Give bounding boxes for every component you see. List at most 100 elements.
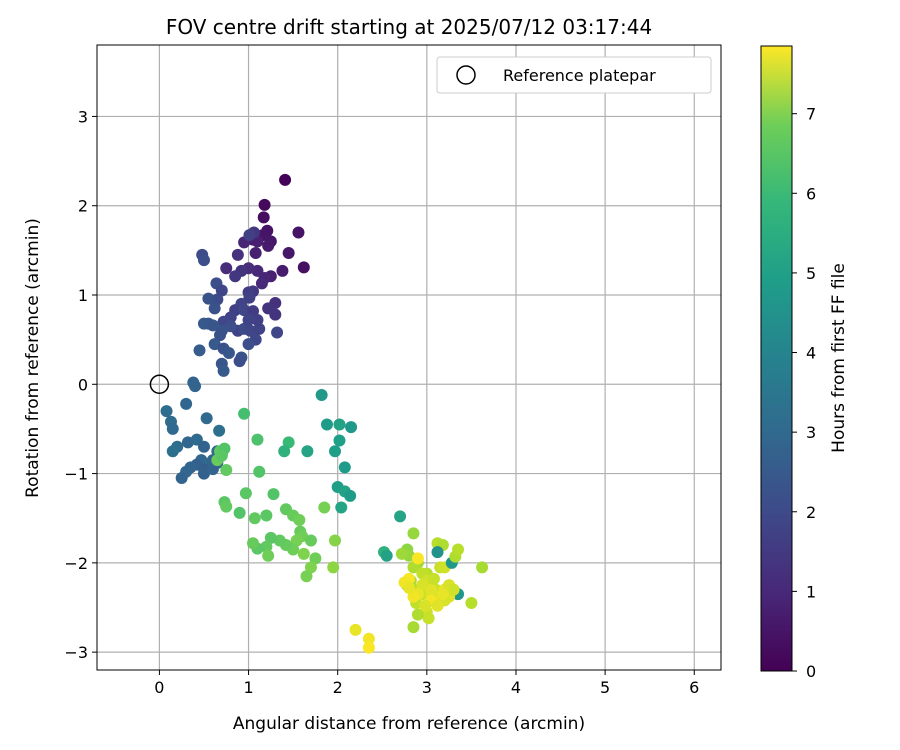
data-point — [425, 583, 438, 596]
y-tick-label: 3 — [78, 107, 88, 126]
reference-marker — [149, 374, 170, 395]
colorbar-gradient — [760, 45, 793, 672]
y-tick-label: 1 — [78, 286, 88, 305]
colorbar-label: Hours from first FF file — [829, 263, 849, 453]
data-point — [431, 599, 444, 612]
y-axis-ticks: −3 −2 −1 0 1 2 3 — [64, 107, 97, 662]
y-tick-label: −2 — [64, 554, 88, 573]
data-point — [419, 599, 432, 612]
data-point — [253, 465, 266, 478]
data-point — [253, 322, 266, 335]
data-point — [292, 226, 305, 239]
data-point — [251, 433, 264, 446]
colorbar-tick-label: 7 — [806, 105, 816, 124]
data-point — [276, 264, 289, 277]
colorbar-tick-label: 4 — [806, 344, 816, 363]
colorbar-tick-label: 5 — [806, 264, 816, 283]
data-point — [329, 445, 342, 458]
data-point — [279, 173, 292, 186]
colorbar-tick-label: 1 — [806, 582, 816, 601]
data-point — [220, 262, 233, 275]
data-point — [297, 261, 310, 274]
scatter-points — [160, 173, 489, 654]
data-point — [380, 549, 393, 562]
data-point — [166, 422, 179, 435]
data-point — [197, 317, 210, 330]
data-point — [422, 612, 435, 625]
y-tick-label: −1 — [64, 465, 88, 484]
colorbar-tick-label: 0 — [806, 662, 816, 681]
data-point — [238, 304, 251, 317]
data-point — [362, 632, 375, 645]
data-point — [239, 487, 252, 500]
data-point — [345, 421, 358, 434]
data-point — [262, 239, 275, 252]
data-point — [278, 445, 291, 458]
y-tick-label: −3 — [64, 643, 88, 662]
data-point — [193, 344, 206, 357]
plot-frame — [96, 44, 722, 671]
data-point — [258, 198, 271, 211]
data-point — [197, 467, 210, 480]
legend-marker — [456, 65, 476, 85]
x-tick-label: 3 — [422, 678, 432, 697]
data-point — [208, 338, 221, 351]
data-point — [349, 623, 362, 636]
data-point — [362, 641, 375, 654]
data-point — [309, 552, 322, 565]
x-tick-label: 6 — [689, 678, 699, 697]
data-point — [220, 500, 233, 513]
data-point — [407, 561, 420, 574]
x-tick-label: 2 — [333, 678, 343, 697]
data-point — [202, 292, 215, 305]
data-point — [304, 561, 317, 574]
data-point — [243, 229, 256, 242]
data-point — [215, 284, 228, 297]
colorbar-tick-label: 2 — [806, 503, 816, 522]
data-point — [344, 489, 357, 502]
data-point — [297, 547, 310, 560]
y-axis-label: Rotation from reference (arcmin) — [23, 218, 43, 498]
data-point — [260, 509, 273, 522]
grid-lines — [97, 45, 721, 670]
data-point — [320, 418, 333, 431]
data-point — [222, 347, 235, 360]
colorbar-ticks: 0 1 2 3 4 5 6 7 — [792, 105, 816, 681]
data-point — [248, 512, 261, 525]
data-point — [447, 583, 460, 596]
data-point — [231, 248, 244, 261]
legend: Reference platepar — [436, 56, 712, 94]
x-axis-ticks: 0 1 2 3 4 5 6 — [154, 670, 699, 697]
data-point — [166, 445, 179, 458]
data-point — [244, 324, 257, 337]
data-point — [333, 418, 346, 431]
data-point — [452, 543, 465, 556]
data-point — [224, 320, 237, 333]
data-point — [395, 547, 408, 560]
colorbar-tick-label: 6 — [806, 184, 816, 203]
data-point — [431, 546, 444, 559]
data-point — [264, 531, 277, 544]
data-point — [233, 355, 246, 368]
data-point — [333, 434, 346, 447]
colorbar-tick-label: 3 — [806, 423, 816, 442]
data-point — [214, 329, 227, 342]
data-point — [293, 514, 306, 526]
data-point — [282, 436, 295, 449]
x-axis-label: Angular distance from reference (arcmin) — [233, 714, 585, 734]
data-point — [427, 572, 440, 585]
legend-label: Reference platepar — [503, 66, 656, 85]
data-point — [247, 537, 259, 550]
data-point — [197, 254, 210, 267]
data-point — [407, 590, 420, 603]
y-tick-label: 2 — [78, 197, 88, 216]
data-point — [220, 464, 233, 476]
data-point — [476, 561, 489, 574]
data-point — [242, 314, 255, 326]
data-point — [206, 319, 219, 332]
data-point — [233, 506, 246, 519]
data-point — [407, 621, 420, 634]
data-point — [160, 405, 173, 418]
data-point — [304, 534, 317, 547]
